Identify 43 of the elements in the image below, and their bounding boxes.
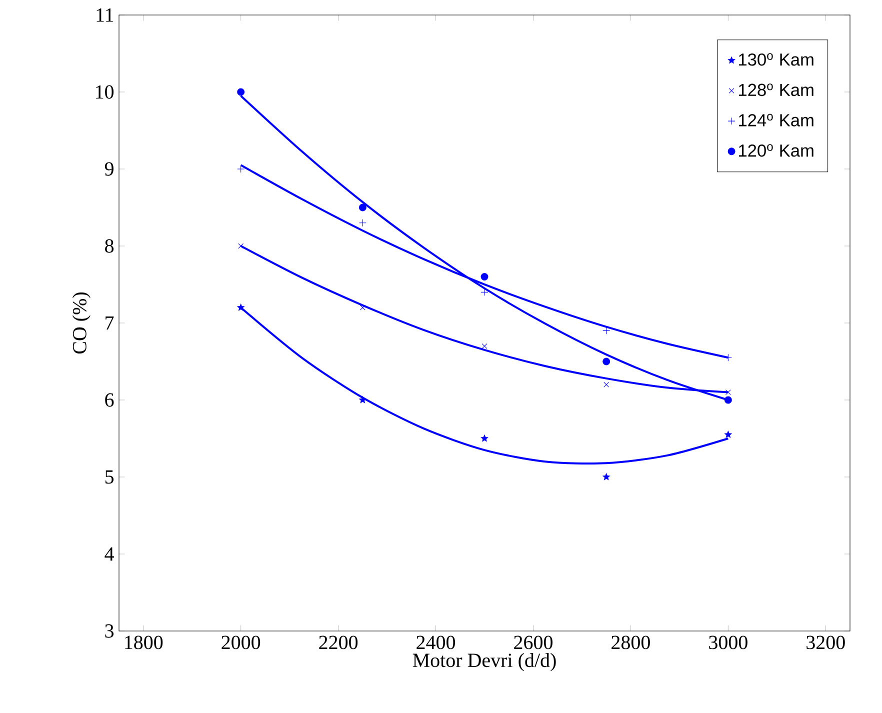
point — [724, 354, 732, 362]
y-tick-label: 4 — [104, 547, 114, 561]
x-tick-label: 2000 — [222, 636, 260, 650]
legend-label: 124$^{o}$ Kam — [739, 114, 814, 126]
y-tick-label: 5 — [105, 470, 114, 484]
point — [604, 382, 610, 388]
legend-label: 128$^{o}$ Kam — [739, 84, 814, 96]
x-tick-label: 2200 — [319, 636, 358, 650]
point — [482, 343, 488, 349]
x-tick-label: 1800 — [125, 636, 163, 650]
y-tick-label: 11 — [96, 8, 114, 22]
point — [237, 304, 244, 311]
legend-label: 120$^{o}$ Kam — [739, 144, 814, 157]
y-tick-label: 6 — [105, 393, 114, 407]
point — [724, 396, 732, 404]
y-tick-label: 10 — [96, 85, 114, 99]
x-tick-label: 2400 — [416, 636, 456, 650]
x-tick-label: 3000 — [709, 636, 748, 650]
point — [358, 204, 366, 212]
point — [238, 243, 244, 249]
point — [237, 88, 245, 96]
point — [359, 396, 366, 404]
x-tick-label: 2600 — [514, 636, 552, 650]
point — [480, 434, 488, 442]
y-tick-label: 8 — [105, 239, 114, 253]
legend-label: 130$^{o}$ Kam — [739, 53, 814, 66]
point — [358, 219, 366, 227]
y-tick-label: 9 — [104, 162, 114, 176]
x-tick-label: 3200 — [806, 636, 845, 650]
x-axis-title: Motor Devri (d/d) — [412, 653, 556, 672]
point — [724, 430, 732, 438]
point — [480, 288, 488, 296]
y-axis-title: CO (%) — [72, 292, 90, 354]
point — [602, 326, 610, 334]
point — [725, 390, 731, 396]
point — [480, 273, 488, 281]
point — [360, 304, 366, 310]
x-tick-label: 2800 — [612, 636, 650, 650]
point — [602, 473, 610, 480]
y-tick-label: 3 — [105, 624, 114, 638]
y-tick-label: 7 — [106, 316, 114, 330]
point — [237, 165, 245, 173]
point — [602, 358, 610, 366]
